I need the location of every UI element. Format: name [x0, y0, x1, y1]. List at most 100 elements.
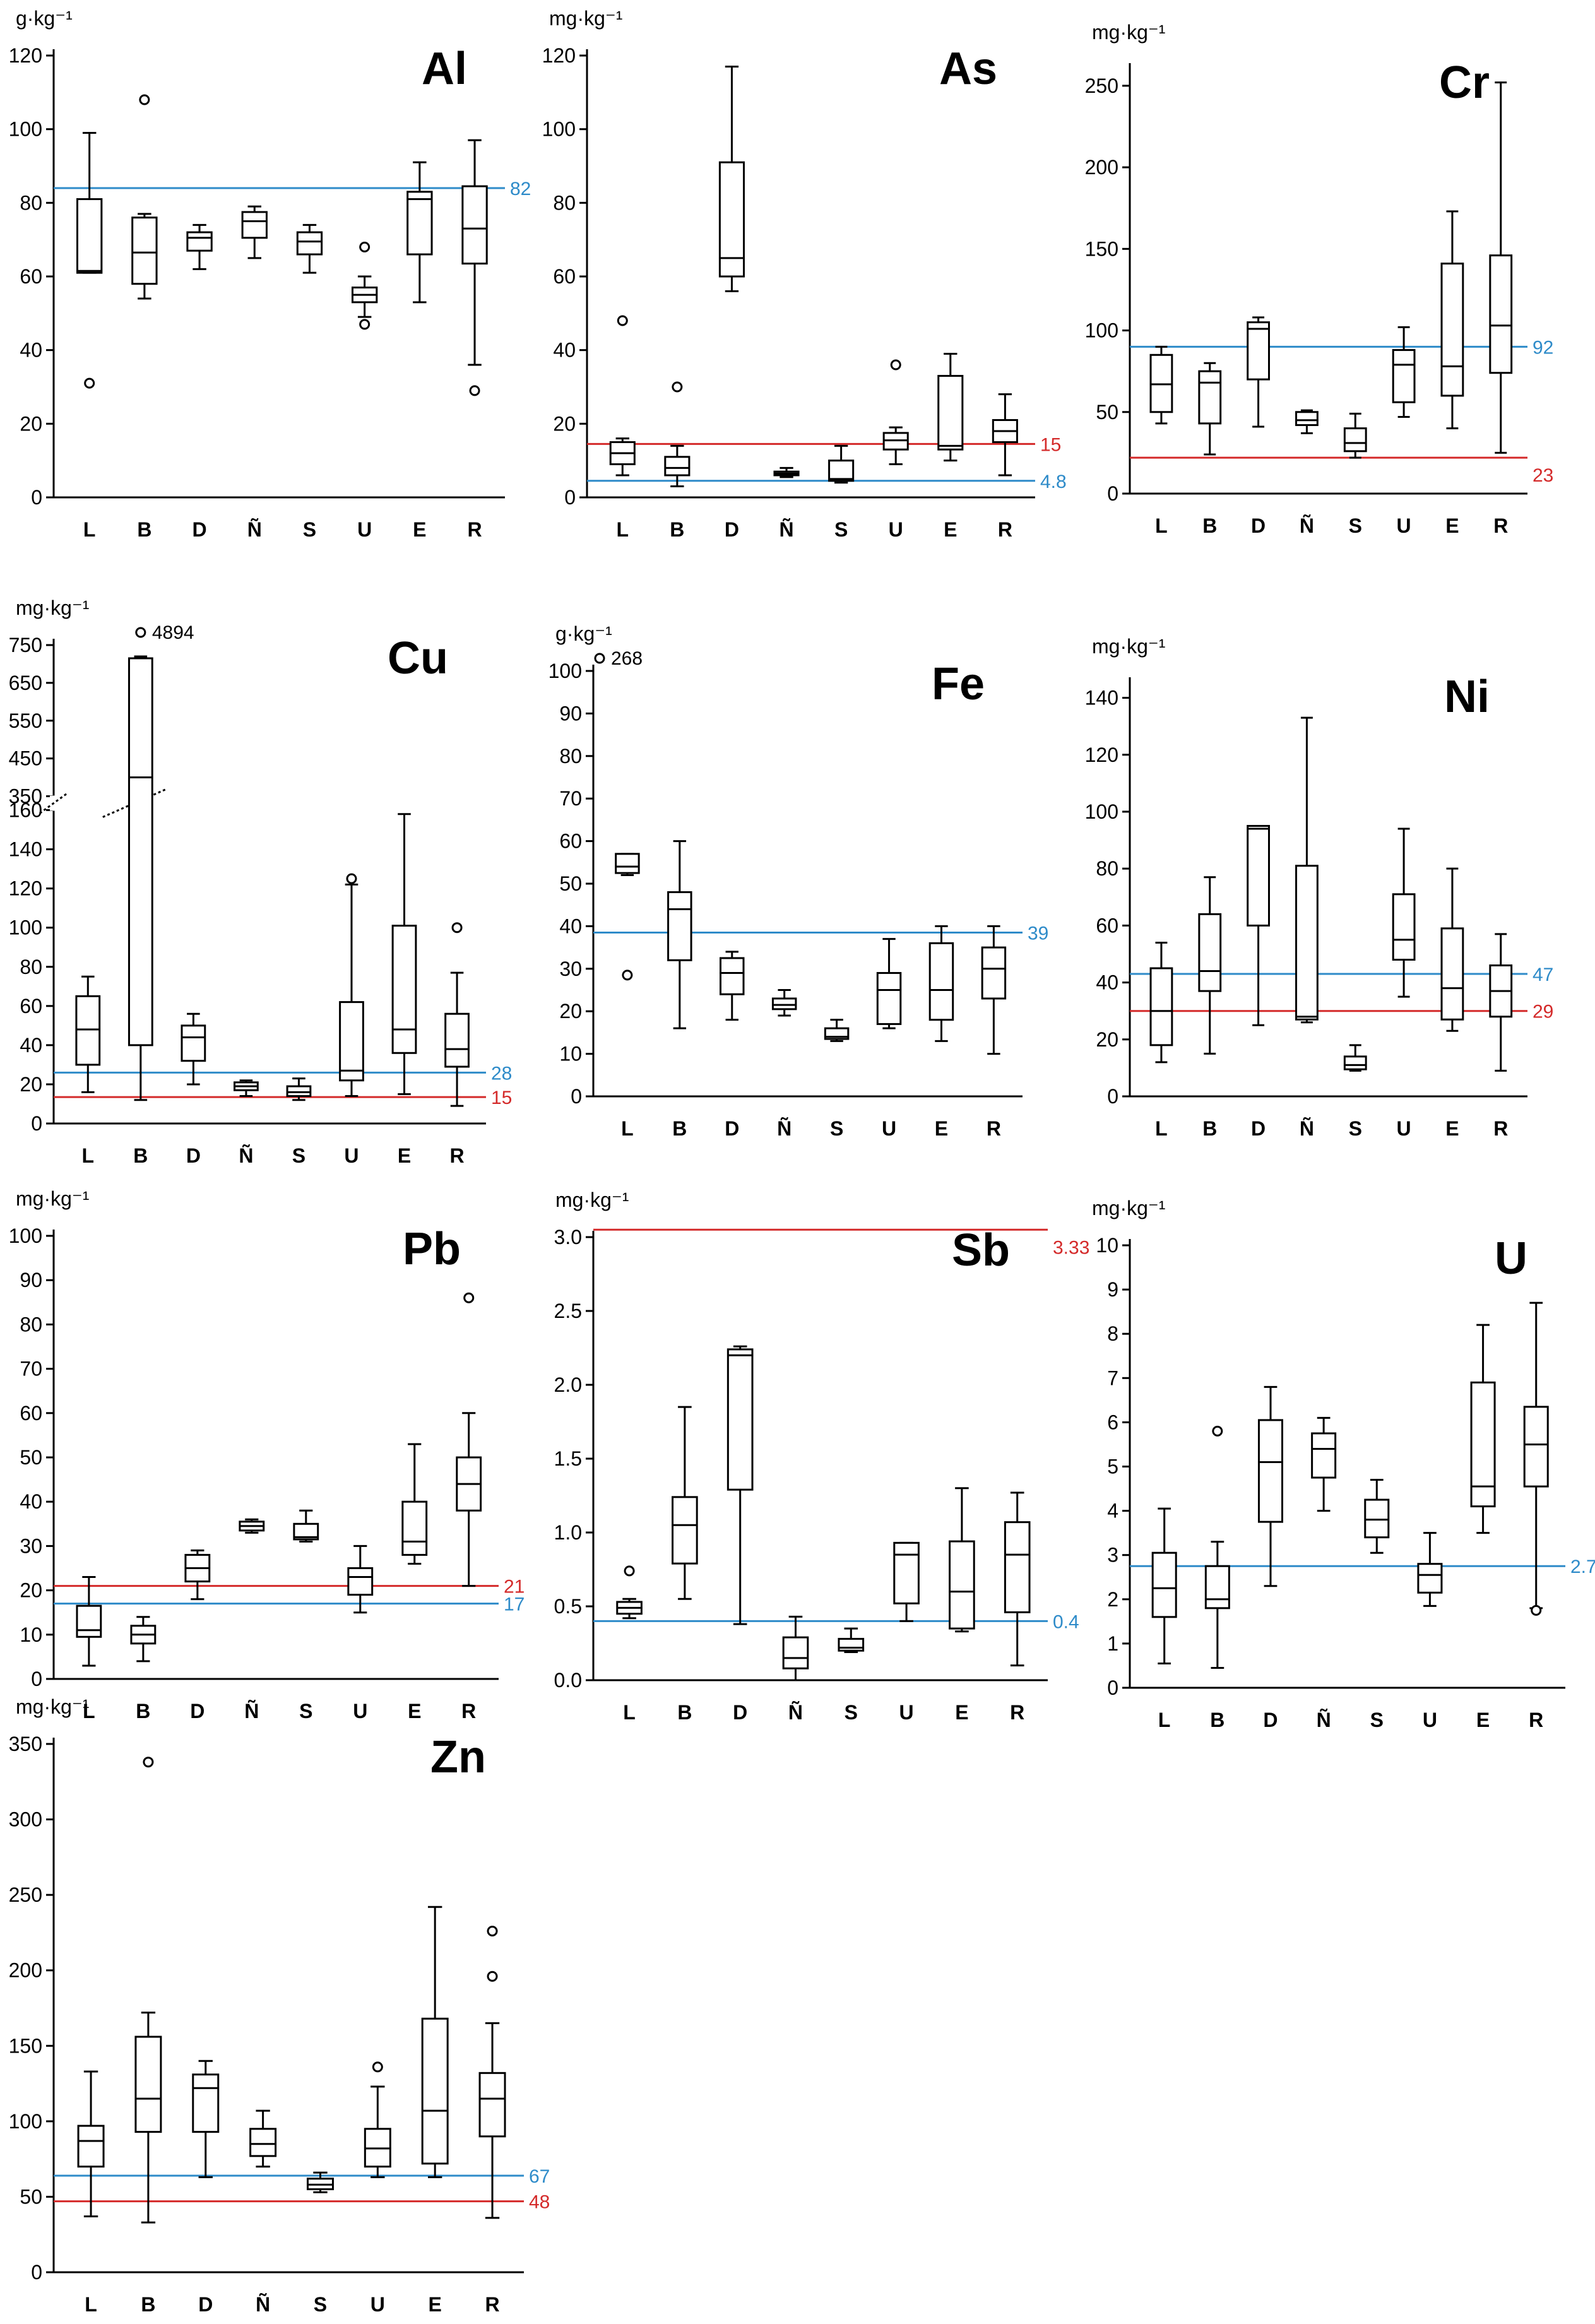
- y-tick-label: 0.0: [554, 1669, 582, 1692]
- box-break-mark: [102, 788, 167, 818]
- box-iqr: [134, 2036, 162, 2133]
- y-tick-label: 250: [1085, 74, 1118, 97]
- x-tick-label: Ñ: [1300, 1117, 1314, 1140]
- y-tick-label: 60: [559, 830, 582, 853]
- x-tick-label: D: [725, 518, 739, 541]
- box-R: [1004, 1491, 1031, 1667]
- y-tick-label: 3: [1107, 1544, 1118, 1567]
- x-tick-label: L: [83, 518, 96, 541]
- box-iqr: [1417, 1563, 1443, 1594]
- box-iqr: [1257, 1419, 1283, 1523]
- y-tick-label: 120: [542, 44, 576, 67]
- box-D: [192, 2060, 220, 2178]
- y-tick-label: 90: [20, 1269, 42, 1291]
- box-L: [1151, 1507, 1177, 1664]
- x-tick-label: Ñ: [256, 2293, 270, 2316]
- box-D: [726, 1345, 754, 1625]
- box-L: [76, 1576, 102, 1667]
- y-tick-label: 140: [1085, 687, 1118, 709]
- box-L: [76, 132, 103, 389]
- x-tick-label: Ñ: [239, 1144, 253, 1167]
- x-tick-label: S: [303, 518, 316, 541]
- y-tick-label: 100: [1085, 319, 1118, 342]
- x-tick-label: R: [1493, 1117, 1508, 1140]
- x-tick-label: E: [408, 1700, 421, 1722]
- box-iqr: [726, 1348, 754, 1491]
- box-iqr: [771, 997, 797, 1011]
- offscale-outlier-label: 268: [611, 648, 643, 669]
- box-iqr: [672, 1496, 698, 1565]
- y-tick-label: 20: [559, 1000, 582, 1023]
- x-tick-label: R: [450, 1144, 465, 1167]
- box-iqr: [131, 216, 158, 285]
- box-iqr: [406, 191, 433, 256]
- y-tick-label: 0: [571, 1085, 582, 1108]
- y-tick-label: 0: [1107, 482, 1118, 505]
- box-S: [293, 1509, 319, 1543]
- box-iqr: [444, 1012, 470, 1068]
- y-tick-label: 90: [559, 702, 582, 725]
- reference-label-red: 3.33: [1053, 1237, 1089, 1258]
- box-iqr: [1204, 1565, 1230, 1610]
- reference-label-red: 29: [1533, 1002, 1553, 1023]
- axis-break-gap: [50, 795, 59, 811]
- box-iqr: [401, 1500, 428, 1556]
- element-title: As: [939, 44, 997, 94]
- x-tick-label: D: [725, 1117, 739, 1140]
- y-tick-label: 40: [1096, 971, 1118, 994]
- box-Ñ: [1311, 1416, 1337, 1512]
- box-B: [130, 1616, 157, 1663]
- box-D: [184, 1549, 211, 1601]
- y-tick-label: 0: [31, 2261, 42, 2284]
- box-iqr: [241, 211, 268, 239]
- x-tick-label: Ñ: [247, 518, 262, 541]
- y-tick-label: 1.5: [554, 1447, 582, 1470]
- y-tick-label: 50: [20, 1446, 42, 1469]
- x-tick-label: E: [1445, 514, 1459, 537]
- reference-label-blue: 0.4: [1053, 1611, 1079, 1632]
- x-tick-label: R: [987, 1117, 1001, 1140]
- outlier-point: [463, 1292, 475, 1303]
- box-Ñ: [782, 1615, 809, 1681]
- reference-label-red: 21: [504, 1577, 525, 1598]
- x-tick-label: L: [83, 1700, 95, 1722]
- x-tick-label: B: [141, 2293, 155, 2316]
- box-U: [347, 1544, 374, 1614]
- y-tick-label: 50: [1096, 401, 1118, 424]
- x-tick-label: S: [314, 2293, 327, 2316]
- x-tick-label: U: [1423, 1709, 1437, 1731]
- x-tick-label: S: [1349, 514, 1362, 537]
- box-iqr: [478, 2072, 506, 2138]
- box-E: [1470, 1324, 1496, 1534]
- y-tick-label: 0: [31, 1112, 42, 1135]
- panel-cr: 0 50 100 150 200 250 mg·kg⁻¹ Cr 92 23 L B D Ñ S U E R: [1085, 21, 1554, 537]
- y-tick-label: 10: [1096, 1234, 1118, 1257]
- box-iqr: [1295, 411, 1319, 426]
- unit-label: mg·kg⁻¹: [16, 1187, 89, 1210]
- y-tick-label: 200: [1085, 156, 1118, 179]
- reference-label-blue: 39: [1028, 923, 1048, 944]
- box-E: [401, 1443, 428, 1565]
- x-tick-label: L: [621, 1117, 634, 1140]
- element-title: Al: [422, 44, 467, 94]
- box-iqr: [186, 231, 213, 252]
- box-iqr: [1392, 349, 1416, 403]
- y-tick-label: 5: [1107, 1455, 1118, 1478]
- box-iqr: [1149, 967, 1173, 1046]
- x-tick-label: S: [1370, 1709, 1384, 1731]
- y-tick-label: 10: [20, 1623, 42, 1646]
- y-tick-label: 120: [9, 877, 42, 900]
- box-U: [1392, 326, 1416, 418]
- x-tick-label: D: [1263, 1709, 1278, 1731]
- box-iqr: [1440, 263, 1464, 397]
- panel-ni: 0 20 40 60 80 100 120 140 mg·kg⁻¹ Ni 47 29 L B D Ñ S U E R: [1085, 635, 1554, 1140]
- y-tick-label: 0: [1107, 1085, 1118, 1108]
- x-tick-label: R: [1529, 1709, 1543, 1731]
- unit-label: mg·kg⁻¹: [1092, 635, 1165, 658]
- x-tick-label: S: [845, 1701, 858, 1724]
- x-tick-label: S: [1349, 1117, 1362, 1140]
- box-D: [181, 1012, 206, 1086]
- box-R: [1489, 81, 1513, 454]
- panel-zn: 0 50 100 150 200 250 300 350 mg·kg⁻¹ Zn 67 48 L B D Ñ S U…: [9, 1695, 550, 2316]
